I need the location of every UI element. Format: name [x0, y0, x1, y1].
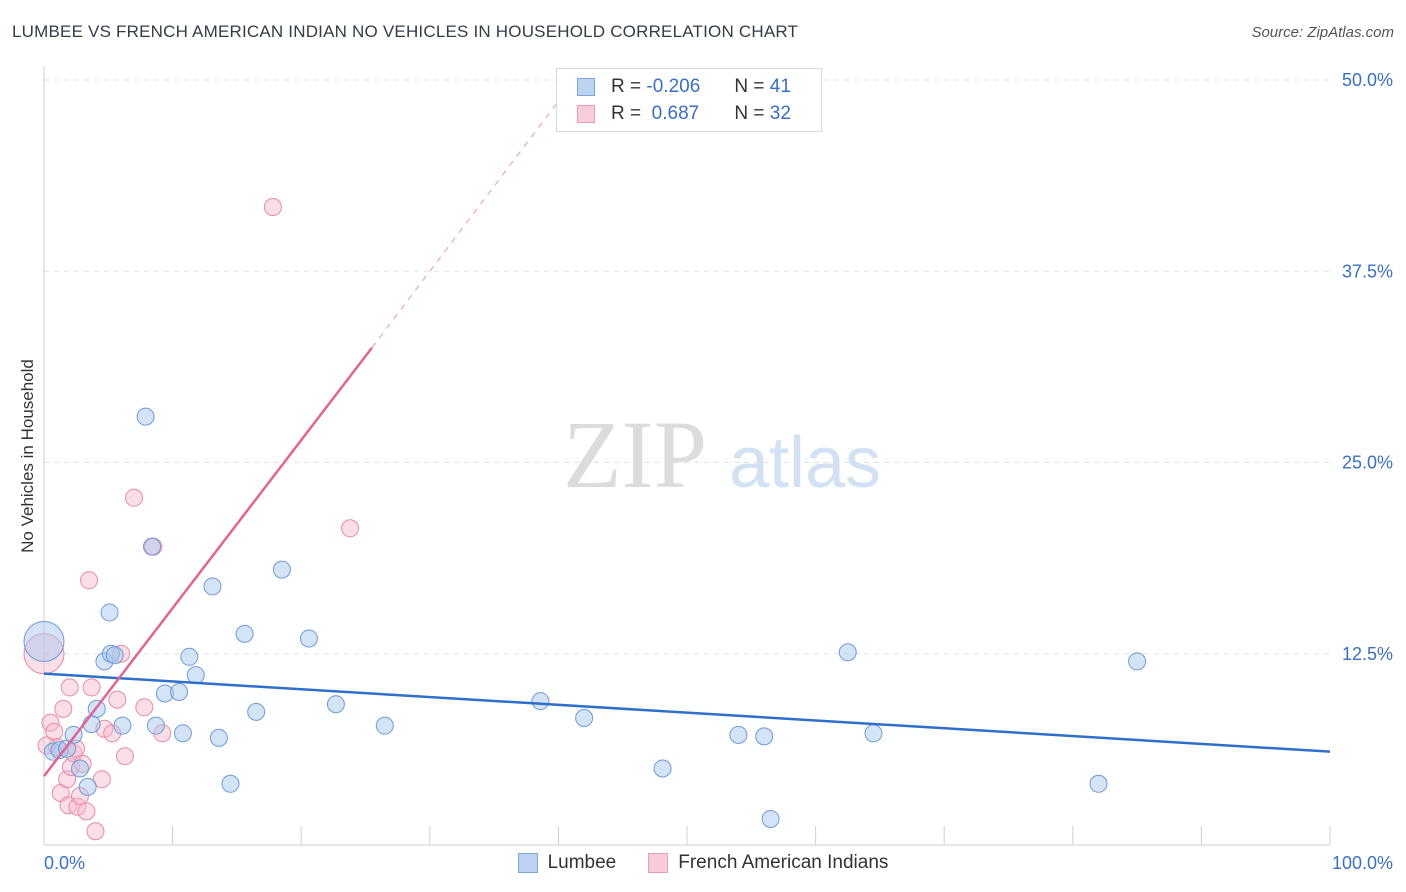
lumbee-point — [173, 724, 192, 743]
lumbee-point — [375, 716, 394, 735]
lumbee-point — [136, 407, 155, 426]
lumbee-point — [143, 537, 162, 556]
french-point — [263, 197, 282, 216]
lumbee-point — [113, 716, 132, 735]
x-tick-label: 0.0% — [44, 853, 85, 873]
lumbee-point — [531, 692, 550, 711]
grid-lines — [44, 79, 1330, 655]
lumbee-point — [729, 725, 748, 744]
lumbee-legend-swatch — [517, 853, 538, 873]
lumbee-point — [78, 777, 97, 796]
lumbee-point — [82, 715, 101, 734]
legend-label-lumbee: Lumbee — [547, 852, 617, 873]
lumbee-point — [23, 621, 65, 663]
lumbee-point — [653, 759, 672, 778]
french-point — [54, 699, 73, 718]
legend-r-label: R = — [611, 103, 642, 124]
source-label: Source: ZipAtlas.com — [1251, 24, 1394, 41]
watermark-zip: ZIP — [563, 401, 707, 508]
tick-labels: 12.5% 25.0% 37.5% 50.0% 0.0% 100.0% — [44, 70, 1393, 873]
x-tick-label: 100.0% — [1332, 853, 1393, 873]
y-tick-label: 37.5% — [1342, 261, 1393, 281]
lumbee-point — [186, 666, 205, 685]
lumbee-trend-line — [43, 672, 1331, 753]
lumbee-point — [221, 774, 240, 793]
legend-row-french: R = 0.687 N = 32 — [577, 102, 791, 126]
y-tick-label: 50.0% — [1342, 70, 1393, 90]
lumbee-point — [272, 560, 291, 579]
lumbee-point — [170, 683, 189, 701]
french-point — [77, 802, 96, 821]
legend-row-lumbee: R = -0.206 N = 41 — [577, 75, 791, 99]
french-legend-swatch — [648, 853, 669, 873]
french-point — [108, 690, 127, 709]
french-point — [68, 797, 87, 816]
lumbee-point — [299, 629, 318, 648]
french-point — [45, 722, 64, 741]
lumbee-point — [247, 702, 266, 721]
lumbee-point — [326, 695, 345, 714]
legend-n-label: N = — [734, 76, 765, 97]
lumbee-point — [100, 603, 119, 622]
lumbee-point — [105, 646, 124, 665]
legend-n-value: 32 — [769, 103, 791, 124]
french-point — [135, 698, 154, 717]
lumbee-point — [71, 759, 90, 778]
chart-title: LUMBEE VS FRENCH AMERICAN INDIAN NO VEHI… — [12, 22, 799, 41]
legend-n-value: 41 — [769, 76, 791, 97]
trend-lines — [43, 87, 1331, 777]
legend-n-label: N = — [734, 103, 765, 124]
french-point — [82, 678, 101, 697]
lumbee-swatch — [577, 78, 595, 96]
legend-r-value: 0.687 — [646, 103, 700, 124]
lumbee-point — [864, 724, 883, 743]
correlation-legend: R = -0.206 N = 41 R = 0.687 N = 32 — [556, 68, 822, 132]
french-point — [92, 770, 111, 789]
lumbee-point — [209, 728, 228, 747]
french-point — [116, 747, 135, 766]
french-point — [341, 519, 360, 538]
french-point — [41, 713, 60, 732]
y-tick-label: 12.5% — [1342, 644, 1393, 664]
french-point — [125, 488, 144, 507]
axes — [43, 66, 1331, 846]
legend-item-lumbee: Lumbee — [517, 852, 617, 874]
lumbee-point — [761, 809, 780, 828]
french-trend-extension — [371, 87, 570, 349]
legend-label-french: French American Indians — [678, 852, 889, 873]
legend-item-french: French American Indians — [648, 852, 888, 874]
lumbee-point — [180, 647, 199, 666]
french-trend-line — [43, 346, 373, 777]
lumbee-point — [575, 709, 594, 728]
french-point — [58, 770, 77, 789]
lumbee-point — [1128, 652, 1147, 671]
lumbee-point — [755, 727, 774, 746]
y-tick-label: 25.0% — [1342, 453, 1393, 473]
legend-r-value: -0.206 — [646, 76, 701, 97]
lumbee-point — [235, 624, 254, 643]
watermark-atlas: atlas — [729, 423, 881, 503]
french-swatch — [577, 105, 595, 123]
lumbee-point — [146, 716, 165, 735]
legend-r-label: R = — [611, 76, 642, 97]
french-point — [60, 678, 79, 697]
lumbee-point — [838, 643, 857, 662]
lumbee-point — [1089, 774, 1108, 793]
series-legend: Lumbee French American Indians — [0, 852, 1406, 874]
french-point — [80, 571, 99, 590]
french-point — [86, 822, 105, 841]
lumbee-point — [203, 577, 222, 596]
